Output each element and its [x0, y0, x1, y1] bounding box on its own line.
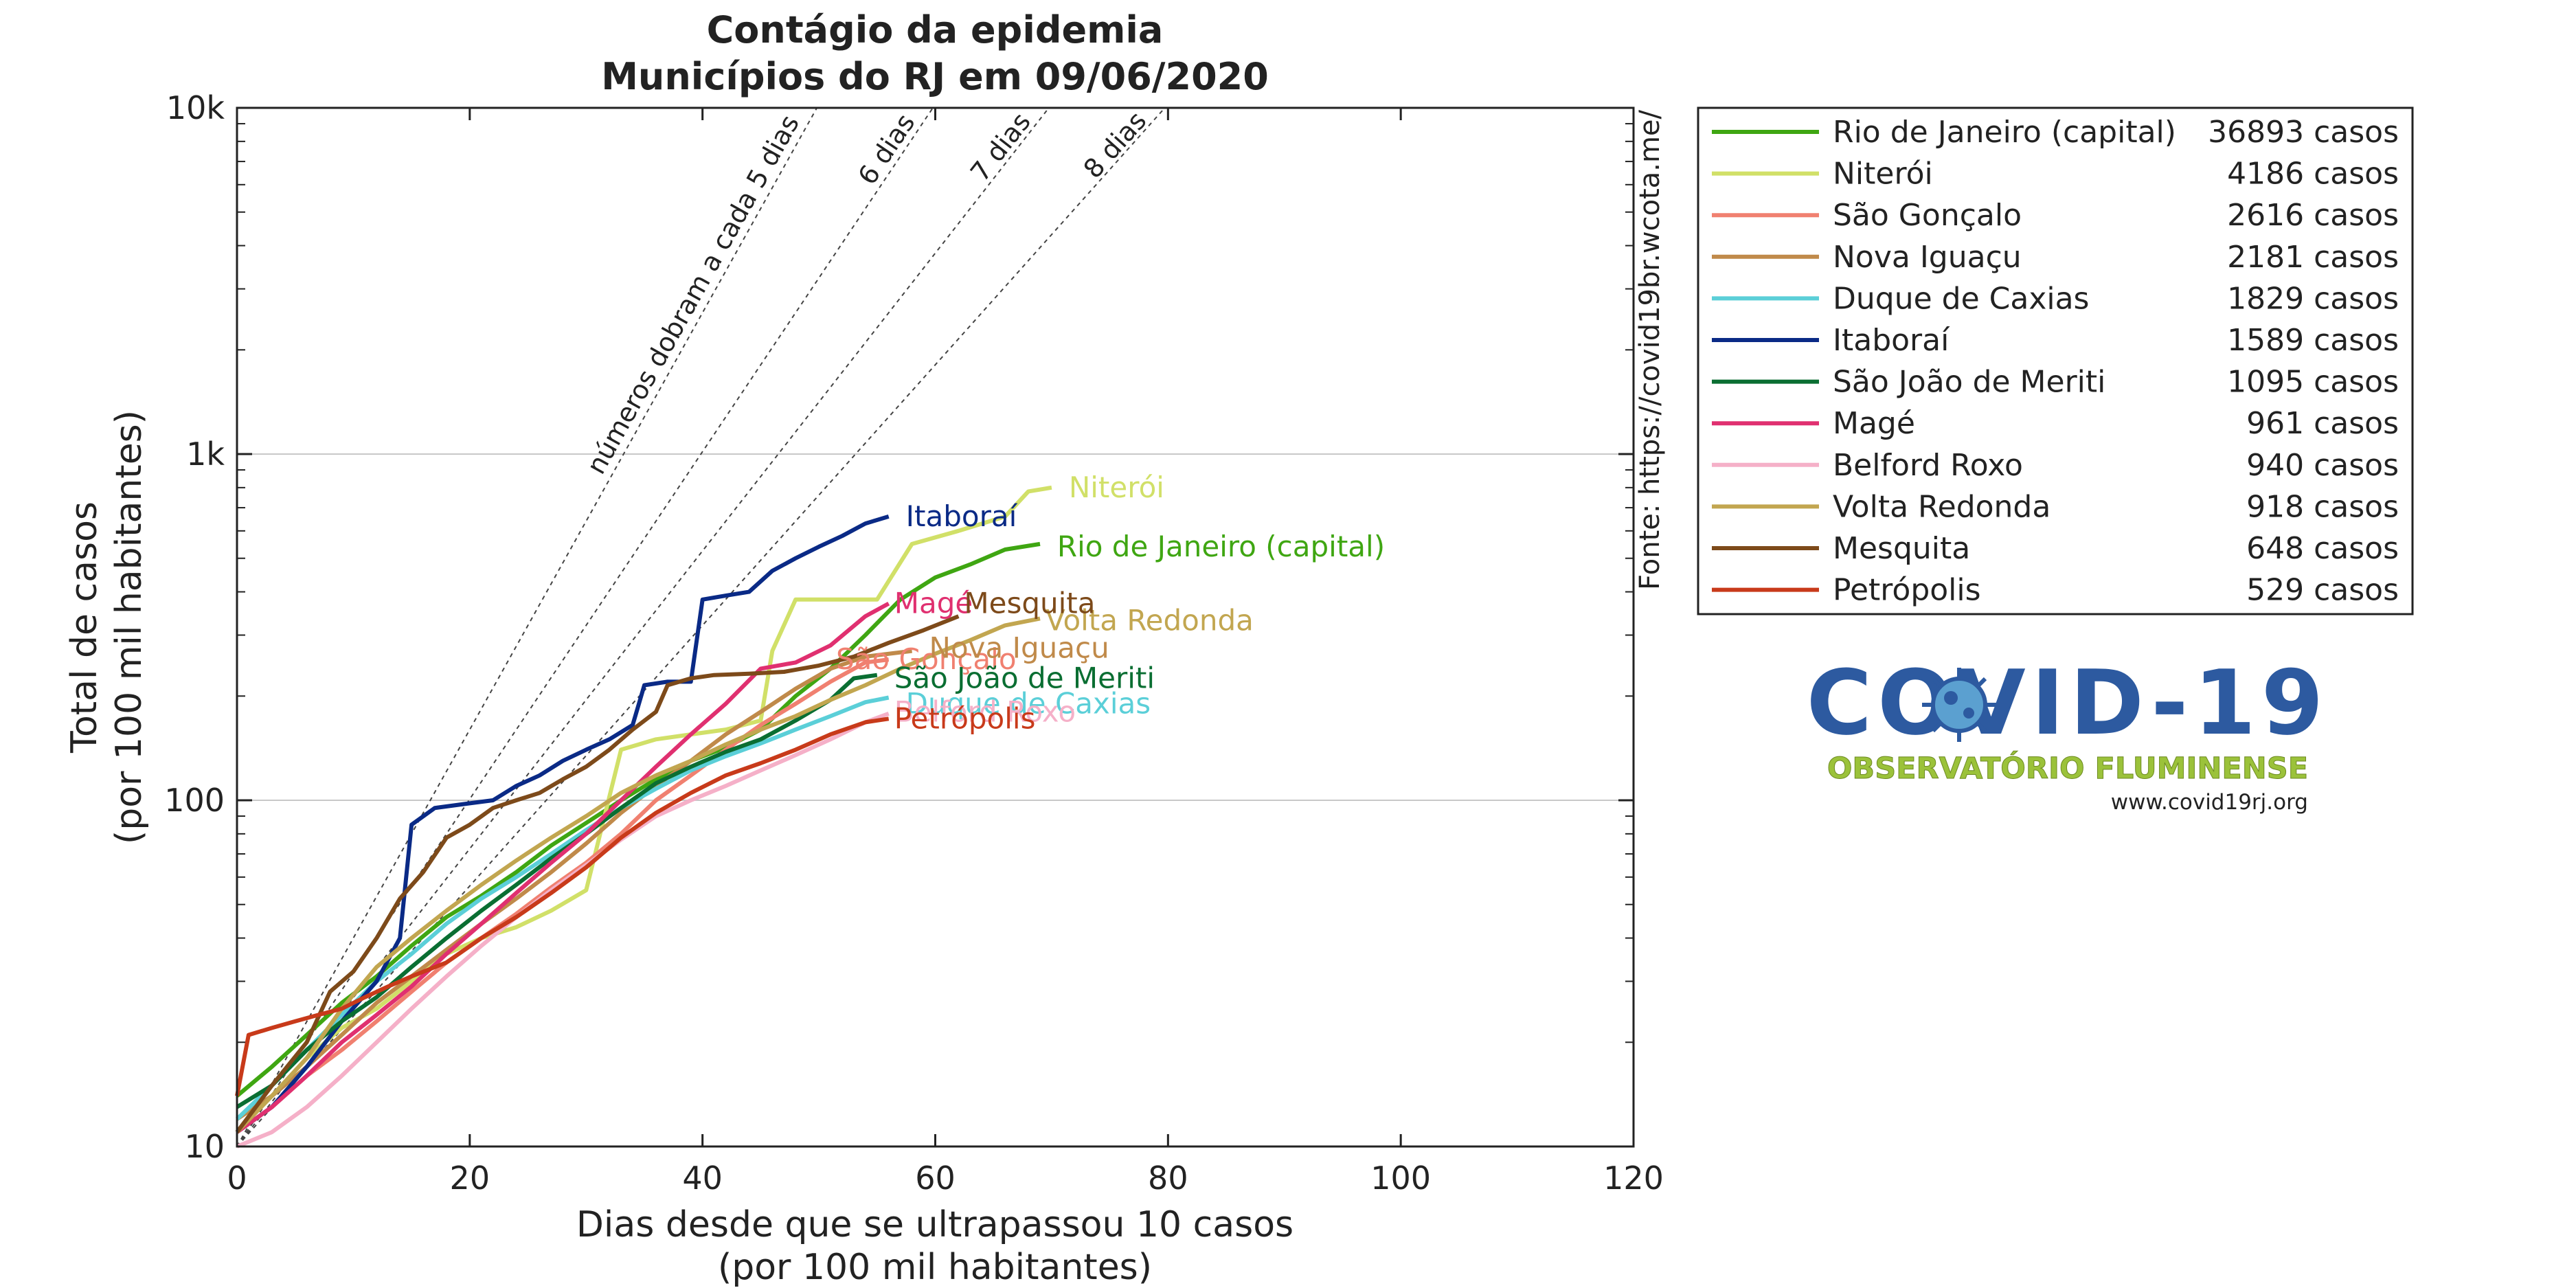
- legend-count: 940 casos: [2246, 448, 2399, 483]
- legend-count: 36893 casos: [2208, 115, 2399, 150]
- logo-title: COVID-19: [1807, 651, 2329, 755]
- y-tick-label-0: 10: [184, 1128, 225, 1165]
- y-axis-label-2: (por 100 mil habitantes): [109, 410, 150, 844]
- series-label-5: Itaboraí: [906, 499, 1018, 533]
- series-labels: Rio de Janeiro (capital) Niterói São Gonça…: [836, 471, 1385, 735]
- series-line-7: [236, 601, 890, 1134]
- grid-layer: [237, 453, 1634, 801]
- covid-logo: COVID-19 OBSERVATÓRIO FLUMINENSE www.cov…: [1807, 651, 2329, 815]
- x-tick-label-2: 40: [682, 1160, 723, 1197]
- legend-item-7: Magé 961 casos: [1712, 406, 2399, 441]
- x-tick-label-4: 80: [1148, 1160, 1188, 1197]
- doubling-line-7: [236, 107, 1050, 1147]
- series-label-0: Rio de Janeiro (capital): [1057, 530, 1385, 563]
- legend-count: 2181 casos: [2227, 240, 2399, 275]
- legend-count: 1095 casos: [2227, 365, 2399, 400]
- chart-subtitle: Municípios do RJ em 09/06/2020: [601, 55, 1269, 98]
- series-line-3: [236, 648, 912, 1121]
- logo-subtitle: OBSERVATÓRIO FLUMINENSE: [1827, 751, 2308, 786]
- series-line-11: [235, 716, 890, 1096]
- y-tick-label-2: 1k: [186, 436, 225, 473]
- series-line-0: [236, 541, 1041, 1098]
- series-line-10: [235, 614, 960, 1133]
- legend-label: Belford Roxo: [1833, 448, 2023, 483]
- series-label-11: Petrópolis: [894, 701, 1036, 735]
- series-label-2: São Gonçalo: [836, 642, 1017, 676]
- virus-icon: [1922, 668, 1996, 742]
- x-tick-label-6: 120: [1603, 1160, 1664, 1197]
- series-label-3: Nova Iguaçu: [929, 631, 1109, 665]
- doubling-line-5: [236, 107, 818, 1147]
- legend-item-3: Nova Iguaçu 2181 casos: [1712, 240, 2399, 275]
- legend-count: 4186 casos: [2227, 157, 2399, 192]
- x-tick-label-1: 20: [450, 1160, 490, 1197]
- series-label-10: Mesquita: [964, 587, 1095, 620]
- logo-url: www.covid19rj.org: [2111, 790, 2308, 815]
- legend-count: 648 casos: [2246, 531, 2399, 566]
- legend-box: [1697, 106, 2414, 615]
- chart-title: Contágio da epidemia: [707, 8, 1164, 52]
- doubling-label-7: 7 dias: [964, 106, 1037, 187]
- legend-item-6: São João de Meriti 1095 casos: [1712, 365, 2399, 400]
- series-layer: [235, 485, 1052, 1149]
- legend-item-8: Belford Roxo 940 casos: [1712, 448, 2399, 483]
- legend-item-9: Volta Redonda 918 casos: [1712, 489, 2399, 524]
- legend-count: 2616 casos: [2227, 198, 2399, 233]
- legend-item-1: Niterói 4186 casos: [1712, 157, 2399, 192]
- x-axis-label: Dias desde que se ultrapassou 10 casos: [576, 1204, 1293, 1245]
- legend-item-0: Rio de Janeiro (capital) 36893 casos: [1712, 115, 2399, 150]
- x-axis-label-2: (por 100 mil habitantes): [718, 1247, 1152, 1288]
- legend: Rio de Janeiro (capital) 36893 casos Niter…: [1697, 106, 2414, 615]
- doubling-line-8: [236, 107, 1166, 1147]
- x-tick-label-3: 60: [915, 1160, 956, 1197]
- doubling-label-8: 8 dias: [1078, 106, 1153, 184]
- legend-label: Niterói: [1833, 157, 1933, 192]
- series-label-1: Niterói: [1069, 471, 1164, 504]
- series-label-4: Duque de Caxias: [906, 687, 1151, 721]
- legend-count: 961 casos: [2246, 406, 2399, 441]
- legend-label: Volta Redonda: [1833, 489, 2050, 524]
- x-tick-label-0: 0: [227, 1160, 247, 1197]
- series-label-7: Magé: [894, 587, 973, 620]
- doubling-label-5: números dobram a cada 5 dias: [581, 110, 806, 479]
- doubling-line-6: [236, 107, 934, 1147]
- series-label-8: Belford Roxo: [894, 694, 1076, 728]
- legend-label: São Gonçalo: [1833, 198, 2022, 233]
- legend-label: Duque de Caxias: [1833, 281, 2089, 316]
- legend-count: 1589 casos: [2227, 323, 2399, 358]
- x-tick-label-5: 100: [1370, 1160, 1431, 1197]
- series-line-9: [235, 616, 1041, 1134]
- series-label-9: Volta Redonda: [1046, 604, 1254, 637]
- legend-label: Itaboraí: [1833, 323, 1950, 358]
- legend-label: Mesquita: [1833, 531, 1970, 566]
- legend-item-4: Duque de Caxias 1829 casos: [1712, 281, 2399, 316]
- legend-item-11: Petrópolis 529 casos: [1712, 573, 2399, 608]
- series-line-4: [235, 695, 890, 1121]
- series-line-1: [235, 485, 1052, 1134]
- legend-label: Magé: [1833, 406, 1915, 441]
- legend-item-2: São Gonçalo 2616 casos: [1712, 198, 2399, 233]
- legend-count: 918 casos: [2246, 489, 2399, 524]
- series-line-2: [236, 657, 890, 1134]
- y-axis-label: Total de casos: [64, 501, 105, 754]
- legend-label: Petrópolis: [1833, 573, 1981, 608]
- source-label: Fonte: https://covid19br.wcota.me/: [1634, 109, 1666, 589]
- legend-label: Rio de Janeiro (capital): [1833, 115, 2176, 150]
- y-tick-label-3: 10k: [166, 89, 225, 126]
- legend-label: Nova Iguaçu: [1833, 240, 2022, 275]
- axis-layer: 0 20 40 60 80 100 120 10 100 1k 10k: [164, 89, 1664, 1197]
- legend-item-10: Mesquita 648 casos: [1712, 531, 2399, 566]
- y-tick-label-1: 100: [164, 782, 225, 819]
- legend-label: São João de Meriti: [1833, 365, 2105, 400]
- legend-count: 529 casos: [2246, 573, 2399, 608]
- legend-item-5: Itaboraí 1589 casos: [1712, 323, 2399, 358]
- series-label-6: São João de Meriti: [894, 662, 1155, 695]
- legend-count: 1829 casos: [2227, 281, 2399, 316]
